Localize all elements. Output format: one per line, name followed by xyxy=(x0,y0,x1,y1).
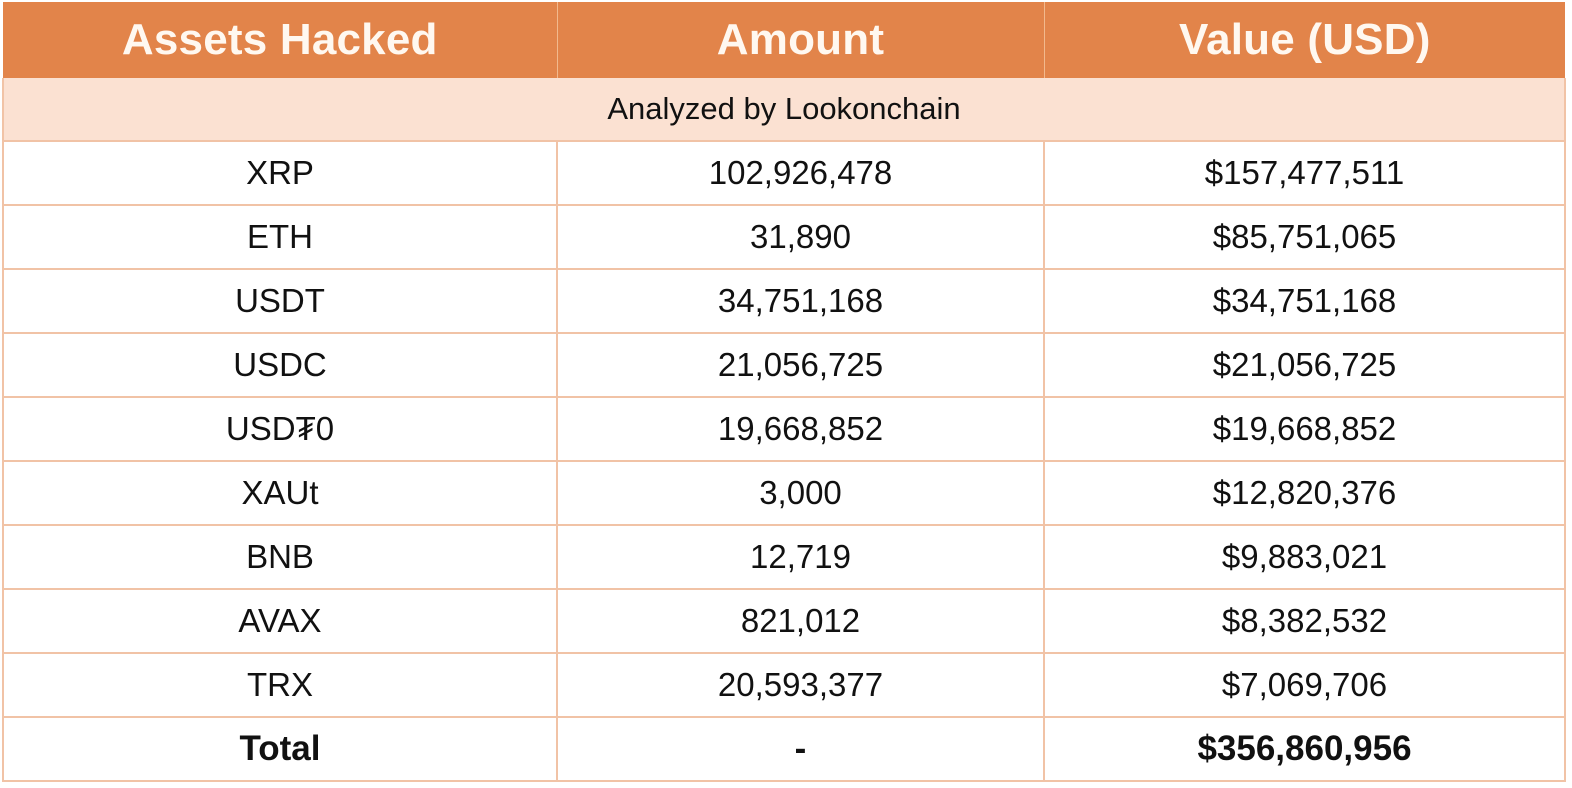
table-row: USDC 21,056,725 $21,056,725 xyxy=(2,333,1566,398)
value-cell: $85,751,065 xyxy=(1043,205,1566,270)
header-amount: Amount xyxy=(557,2,1045,78)
amount-cell: 31,890 xyxy=(556,205,1045,270)
table-row: USDT 34,751,168 $34,751,168 xyxy=(2,269,1566,334)
amount-cell: 19,668,852 xyxy=(556,397,1045,462)
value-cell: $12,820,376 xyxy=(1043,461,1566,526)
value-cell: $9,883,021 xyxy=(1043,525,1566,590)
value-cell: $19,668,852 xyxy=(1043,397,1566,462)
amount-cell: 12,719 xyxy=(556,525,1045,590)
total-amount: - xyxy=(556,717,1045,782)
table-row: USD₮0 19,668,852 $19,668,852 xyxy=(2,397,1566,462)
amount-cell: 20,593,377 xyxy=(556,653,1045,718)
table-row: BNB 12,719 $9,883,021 xyxy=(2,525,1566,590)
table-header: Assets Hacked Amount Value (USD) xyxy=(3,2,1565,78)
asset-cell: USDT xyxy=(2,269,558,334)
value-cell: $157,477,511 xyxy=(1043,141,1566,206)
asset-cell: ETH xyxy=(2,205,558,270)
asset-cell: TRX xyxy=(2,653,558,718)
amount-cell: 21,056,725 xyxy=(556,333,1045,398)
header-value-usd: Value (USD) xyxy=(1044,2,1565,78)
table-body: Analyzed by Lookonchain XRP 102,926,478 … xyxy=(2,78,1566,782)
asset-cell: USDC xyxy=(2,333,558,398)
asset-cell: USD₮0 xyxy=(2,397,558,462)
amount-cell: 34,751,168 xyxy=(556,269,1045,334)
value-cell: $7,069,706 xyxy=(1043,653,1566,718)
asset-cell: BNB xyxy=(2,525,558,590)
source-credit: Analyzed by Lookonchain xyxy=(2,78,1566,142)
asset-cell: XAUt xyxy=(2,461,558,526)
total-label: Total xyxy=(2,717,558,782)
total-value: $356,860,956 xyxy=(1043,717,1566,782)
table-row: TRX 20,593,377 $7,069,706 xyxy=(2,653,1566,718)
value-cell: $21,056,725 xyxy=(1043,333,1566,398)
asset-cell: AVAX xyxy=(2,589,558,654)
total-row: Total - $356,860,956 xyxy=(2,717,1566,782)
amount-cell: 102,926,478 xyxy=(556,141,1045,206)
header-row: Assets Hacked Amount Value (USD) xyxy=(3,2,1565,78)
amount-cell: 821,012 xyxy=(556,589,1045,654)
table-row: AVAX 821,012 $8,382,532 xyxy=(2,589,1566,654)
asset-cell: XRP xyxy=(2,141,558,206)
source-credit-row: Analyzed by Lookonchain xyxy=(2,78,1566,142)
value-cell: $34,751,168 xyxy=(1043,269,1566,334)
value-cell: $8,382,532 xyxy=(1043,589,1566,654)
table-row: XAUt 3,000 $12,820,376 xyxy=(2,461,1566,526)
amount-cell: 3,000 xyxy=(556,461,1045,526)
table-row: ETH 31,890 $85,751,065 xyxy=(2,205,1566,270)
table-row: XRP 102,926,478 $157,477,511 xyxy=(2,141,1566,206)
header-assets-hacked: Assets Hacked xyxy=(3,2,558,78)
